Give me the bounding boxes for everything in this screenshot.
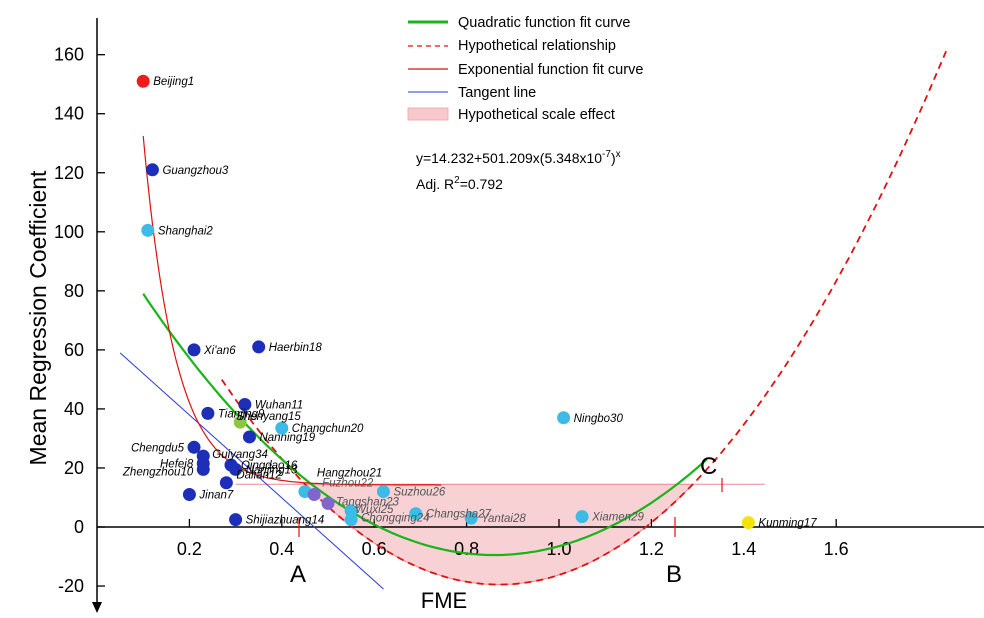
point-label: Suzhou26 [393, 487, 445, 499]
point-label: Hangzhou21 [317, 468, 382, 480]
point-label: Xiamen29 [591, 512, 644, 524]
point-label: Wuhan11 [255, 399, 303, 411]
data-point [557, 411, 571, 425]
point-label: Shijiazhuang14 [246, 515, 325, 527]
y-axis-label: Mean Regression Coefficient [25, 170, 51, 466]
y-tick-label: 100 [54, 222, 84, 242]
data-point [252, 340, 266, 354]
y-axis-arrow [92, 602, 102, 613]
data-point [201, 406, 215, 420]
point-label: Zhengzhou10 [122, 466, 194, 478]
point-label: Tangshan23 [336, 496, 399, 508]
point-label: Ningbo30 [574, 413, 624, 425]
data-point [275, 421, 289, 435]
data-point [376, 485, 390, 499]
point-label: Dalian12 [236, 470, 282, 482]
y-tick-label: 0 [74, 517, 84, 537]
point-label: Qingdao16 [241, 460, 298, 472]
data-point [229, 462, 243, 476]
point-label: Wuxi25 [355, 504, 394, 516]
y-tick-label: -20 [58, 576, 84, 596]
point-label: Nanning19 [259, 432, 315, 444]
exponential-fit-curve [142, 135, 442, 486]
legend-exponential-label: Exponential function fit curve [458, 62, 643, 78]
data-point [187, 440, 201, 454]
fit-equation: y=14.232+501.209x(5.348x10-7)x [416, 149, 621, 166]
point-label: Shenyang15 [236, 411, 301, 423]
data-point [409, 507, 423, 521]
data-point [136, 74, 150, 88]
data-point [196, 462, 210, 476]
data-point [141, 223, 155, 237]
data-point [145, 163, 159, 177]
tangent-line [119, 352, 384, 590]
y-tick-label: 120 [54, 163, 84, 183]
data-point [464, 511, 478, 525]
x-tick-label: 0.4 [269, 539, 294, 559]
data-point [307, 488, 321, 502]
data-point [229, 513, 243, 527]
x-tick-label: 1.2 [639, 539, 664, 559]
data-point [321, 496, 335, 510]
legend-hypothetical-label: Hypothetical relationship [458, 38, 616, 54]
y-tick-label: 160 [54, 45, 84, 65]
point-label: Jinan7 [198, 490, 233, 502]
letter-a: A [290, 561, 306, 588]
point-label: Fuzhou22 [322, 478, 374, 490]
x-tick-label: 0.2 [177, 539, 202, 559]
data-points [136, 74, 755, 530]
y-tick-label: 40 [64, 399, 84, 419]
point-label: Guiyang34 [212, 449, 268, 461]
point-label: Guangzhou3 [162, 165, 228, 177]
point-label: Haerbin18 [269, 342, 323, 354]
y-tick-label: 80 [64, 281, 84, 301]
hypothetical-relationship-curve [220, 48, 948, 586]
y-axis-ticks: -20 0 20 40 60 80 100 120 140 160 [54, 45, 105, 596]
x-tick-label: 1.6 [824, 539, 849, 559]
letter-b: B [666, 561, 682, 588]
x-axis-label: FME [421, 588, 467, 613]
legend-scale-effect-swatch [407, 107, 449, 121]
point-label: Kunming17 [758, 518, 817, 530]
point-label: Changchun20 [292, 423, 364, 435]
data-point [242, 430, 256, 444]
point-label: Hefei8 [160, 459, 194, 471]
y-tick-label: 140 [54, 104, 84, 124]
y-tick-label: 60 [64, 340, 84, 360]
x-tick-label: 0.6 [362, 539, 387, 559]
point-label: Shanghai2 [158, 225, 214, 237]
point-label: Chongqing24 [361, 513, 429, 525]
data-point [182, 488, 196, 502]
point-label: Yantai28 [481, 513, 526, 525]
x-tick-label: 0.8 [454, 539, 479, 559]
point-labels: Beijing1 Guangzhou3 Shanghai2 Xi'an6 Haerbin… [122, 76, 817, 529]
data-point [187, 343, 201, 357]
data-point [575, 510, 589, 524]
data-point [238, 397, 252, 411]
data-point [233, 415, 247, 429]
data-point [344, 513, 358, 527]
letter-c: C [700, 453, 717, 480]
data-point [741, 516, 755, 530]
point-label: Xi'an6 [203, 345, 236, 357]
x-tick-label: 1.4 [731, 539, 756, 559]
point-label: Tianjing9 [218, 408, 265, 420]
legend: Quadratic function fit curve Hypothetica… [407, 15, 643, 123]
point-label: Beijing1 [153, 76, 194, 88]
point-label: Changsha27 [426, 509, 492, 521]
legend-tangent-label: Tangent line [458, 85, 536, 101]
point-label: Chengdu5 [131, 442, 185, 454]
y-tick-label: 20 [64, 458, 84, 478]
quadratic-fit-curve [142, 293, 708, 557]
fit-r-squared: Adj. R2=0.792 [416, 175, 503, 192]
legend-quadratic-label: Quadratic function fit curve [458, 15, 630, 31]
legend-scale-effect-label: Hypothetical scale effect [458, 107, 615, 123]
data-point [219, 476, 233, 490]
point-label: Nanjing13 [246, 464, 298, 476]
